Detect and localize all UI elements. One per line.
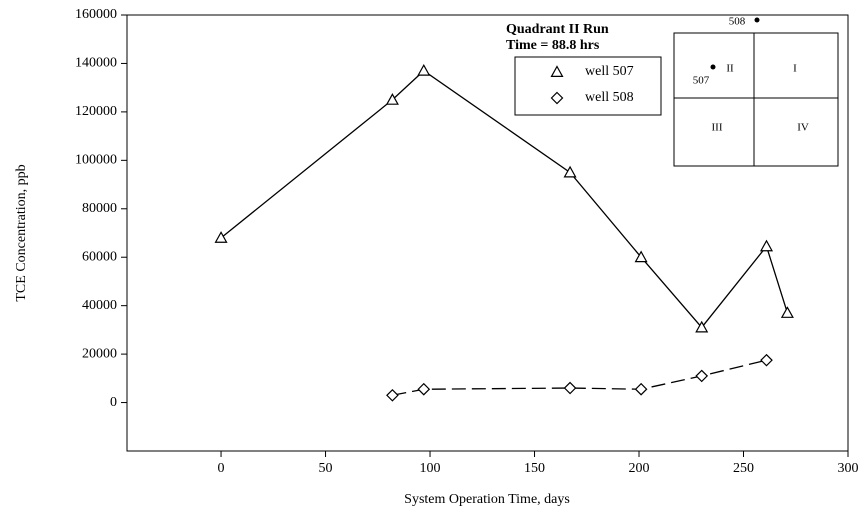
triangle-marker (780, 306, 794, 318)
legend-label: well 508 (585, 90, 634, 105)
diamond-marker (695, 369, 709, 383)
well-label: 508 (729, 16, 746, 28)
triangle-marker (417, 63, 431, 76)
y-tick-label: 40000 (82, 298, 117, 313)
series-line (392, 359, 767, 396)
legend-label: well 507 (585, 64, 634, 79)
x-tick-label: 300 (838, 461, 859, 476)
quadrant-label: III (712, 122, 723, 134)
x-tick-label: 150 (524, 461, 545, 476)
triangle-marker (385, 93, 399, 105)
diamond-marker (550, 91, 564, 105)
y-tick-label: 140000 (75, 56, 117, 71)
well-dot (754, 17, 760, 23)
plot-frame (126, 14, 849, 452)
well-dot (710, 64, 716, 70)
legend-box (514, 56, 662, 116)
y-tick-label: 20000 (82, 346, 117, 361)
diamond-marker (760, 353, 773, 367)
y-tick-label: 160000 (75, 7, 117, 22)
y-tick-label: 120000 (75, 104, 117, 119)
quadrant-label: IV (797, 122, 809, 134)
x-tick-label: 50 (319, 461, 333, 476)
y-tick-label: 80000 (82, 201, 117, 216)
y-tick-label: 0 (110, 395, 117, 410)
diamond-marker (634, 382, 648, 396)
inset-title: Time = 88.8 hrs (506, 38, 600, 53)
triangle-marker (759, 239, 774, 252)
diamond-marker (563, 381, 577, 395)
quadrant-label: II (726, 63, 734, 75)
diamond-marker (417, 382, 431, 396)
triangle-marker (214, 231, 228, 243)
x-tick-label: 250 (733, 461, 754, 476)
triangle-marker (695, 320, 709, 333)
well-label: 507 (693, 75, 710, 87)
y-tick-label: 100000 (75, 153, 117, 168)
x-tick-label: 0 (218, 461, 225, 476)
x-axis-label: System Operation Time, days (404, 492, 570, 507)
quadrant-label: I (793, 63, 797, 75)
y-axis-label: TCE Concentration, ppb (14, 164, 29, 301)
diamond-marker (386, 388, 399, 402)
triangle-marker (634, 250, 648, 263)
triangle-marker (563, 165, 577, 178)
series-line (220, 69, 789, 329)
triangle-marker (550, 65, 564, 78)
quadrant-box (673, 32, 839, 167)
inset-title: Quadrant II Run (506, 22, 609, 37)
x-tick-label: 100 (420, 461, 441, 476)
y-tick-label: 60000 (82, 249, 117, 264)
x-tick-label: 200 (629, 461, 650, 476)
